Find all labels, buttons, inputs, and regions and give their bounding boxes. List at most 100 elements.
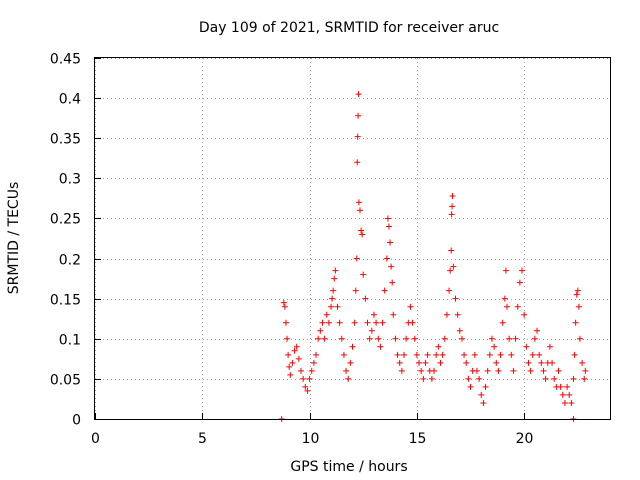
- data-points: [278, 91, 589, 422]
- data-point: [355, 91, 362, 98]
- data-point: [295, 355, 302, 362]
- data-point: [510, 367, 517, 374]
- axis-ticks: 0 5 10 15 20 0 0.05 0.1 0.15 0.2 0.25 0.3 0.35 0.4 0.4…: [50, 52, 534, 448]
- data-point: [328, 303, 335, 310]
- data-point: [284, 335, 291, 342]
- data-point: [502, 267, 509, 274]
- data-point: [424, 351, 431, 358]
- data-point: [557, 383, 564, 390]
- data-point: [551, 375, 558, 382]
- data-point: [555, 367, 562, 374]
- y-axis-label: SRMTID / TECUs: [6, 182, 22, 295]
- data-point: [286, 363, 293, 370]
- data-point: [508, 351, 515, 358]
- y-tick-label: 0.3: [59, 172, 81, 188]
- data-point: [506, 335, 513, 342]
- data-point: [570, 375, 577, 382]
- data-point: [564, 383, 571, 390]
- data-point: [576, 335, 583, 342]
- data-point: [471, 351, 478, 358]
- data-point: [345, 375, 352, 382]
- data-point: [362, 295, 369, 302]
- data-point: [476, 375, 483, 382]
- data-point: [329, 295, 336, 302]
- data-point: [336, 319, 343, 326]
- data-point: [428, 375, 435, 382]
- data-point: [448, 247, 455, 254]
- data-point: [289, 359, 296, 366]
- data-point: [287, 371, 294, 378]
- data-point: [379, 319, 386, 326]
- data-point: [448, 211, 455, 218]
- data-point: [566, 391, 573, 398]
- data-point: [280, 299, 287, 306]
- data-point: [435, 343, 442, 350]
- data-point: [398, 367, 405, 374]
- data-point: [521, 311, 528, 318]
- data-point: [441, 335, 448, 342]
- x-tick-label: 20: [516, 431, 534, 447]
- data-point: [357, 207, 364, 214]
- data-point: [449, 192, 456, 199]
- data-point: [352, 287, 359, 294]
- data-point: [308, 367, 315, 374]
- data-point: [291, 347, 298, 354]
- data-point: [355, 199, 362, 206]
- data-point: [488, 335, 495, 342]
- data-point: [354, 133, 361, 140]
- data-point: [538, 359, 545, 366]
- data-point: [540, 367, 547, 374]
- data-point: [497, 351, 504, 358]
- data-point: [411, 335, 418, 342]
- data-point: [420, 375, 427, 382]
- data-point: [549, 359, 556, 366]
- data-point: [343, 367, 350, 374]
- data-point: [561, 399, 568, 406]
- data-point: [581, 375, 588, 382]
- data-point: [298, 367, 304, 374]
- data-point: [351, 319, 358, 326]
- data-point: [355, 112, 362, 119]
- data-point: [304, 387, 311, 394]
- data-point: [491, 343, 498, 350]
- data-point: [531, 335, 538, 342]
- data-point: [332, 267, 339, 274]
- data-point: [443, 311, 450, 318]
- data-point: [446, 287, 453, 294]
- data-point: [315, 335, 322, 342]
- data-point: [392, 335, 399, 342]
- data-point: [321, 335, 328, 342]
- data-point: [495, 367, 502, 374]
- data-point: [325, 319, 332, 326]
- data-point: [516, 279, 523, 286]
- data-point: [529, 351, 536, 358]
- data-point: [536, 351, 543, 358]
- data-point: [373, 319, 380, 326]
- data-point: [281, 303, 288, 310]
- data-point: [573, 291, 580, 298]
- data-point: [360, 271, 367, 278]
- chart-title: Day 109 of 2021, SRMTID for receiver aru…: [199, 20, 499, 36]
- data-point: [467, 383, 474, 390]
- data-point: [383, 255, 390, 262]
- data-point: [334, 303, 341, 310]
- data-point: [319, 319, 326, 326]
- data-point: [454, 311, 461, 318]
- data-point: [340, 351, 347, 358]
- y-tick-label: 0: [72, 413, 81, 429]
- data-point: [388, 263, 395, 270]
- data-point: [512, 335, 519, 342]
- data-point: [387, 239, 394, 246]
- data-point: [525, 359, 532, 366]
- data-point: [359, 231, 366, 238]
- data-point: [300, 375, 307, 382]
- data-point: [501, 295, 508, 302]
- data-point: [568, 399, 575, 406]
- y-tick-label: 0.45: [50, 52, 81, 68]
- data-point: [394, 351, 401, 358]
- data-point: [409, 319, 416, 326]
- data-point: [385, 223, 392, 230]
- data-point: [484, 367, 491, 374]
- data-point: [358, 227, 365, 234]
